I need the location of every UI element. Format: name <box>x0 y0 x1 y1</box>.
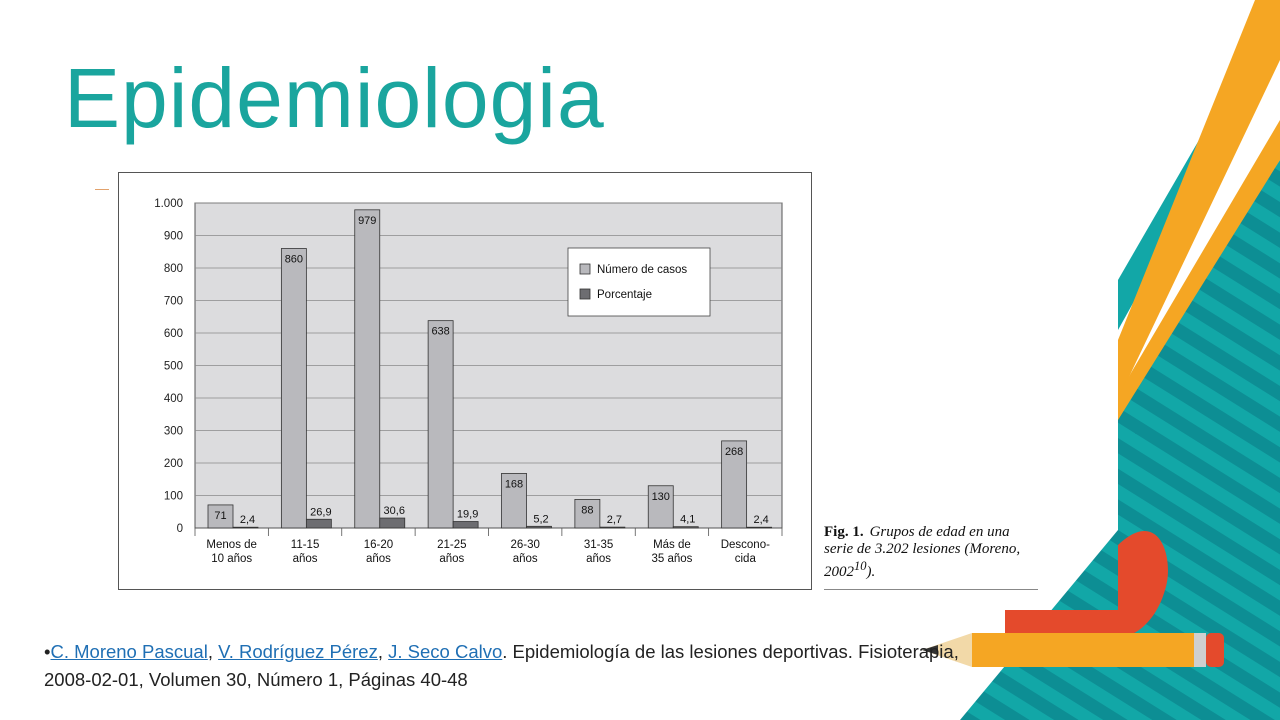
bar-porcentaje <box>599 526 626 529</box>
x-category-label: 16-20 <box>364 539 393 551</box>
data-label-porcentaje: 5,2 <box>533 513 548 525</box>
legend-box <box>567 247 711 317</box>
y-tick-label: 400 <box>164 393 183 405</box>
bar-casos <box>574 498 601 529</box>
bar-porcentaje <box>452 521 479 529</box>
citation: •C. Moreno Pascual, V. Rodríguez Pérez, … <box>44 638 974 694</box>
y-tick-label: 300 <box>164 426 183 438</box>
author-link-moreno[interactable]: C. Moreno Pascual <box>50 641 208 662</box>
bar-porcentaje <box>672 526 699 529</box>
x-category-label: Más de <box>653 539 691 551</box>
bar-casos <box>207 504 234 529</box>
x-category-label: 21-25 <box>437 539 466 551</box>
bar-casos <box>647 485 674 529</box>
x-category-label: años <box>366 553 391 565</box>
data-label-casos: 979 <box>358 215 376 227</box>
caption-fig-label: Fig. 1. <box>824 524 864 540</box>
slide-title: Epidemiologia <box>64 51 605 145</box>
citation-rest: . Epidemiología de las lesiones deportiv… <box>44 641 959 690</box>
x-category-label: cida <box>735 553 757 565</box>
bar-porcentaje <box>232 526 259 529</box>
apple-shape <box>1118 530 1168 636</box>
bar-casos <box>721 440 748 529</box>
data-label-porcentaje: 26,9 <box>310 506 331 518</box>
x-category-label: 26-30 <box>510 539 539 551</box>
x-category-label: 35 años <box>651 553 692 565</box>
caption-rule <box>824 589 1038 590</box>
bar-casos <box>280 248 307 529</box>
y-tick-label: 600 <box>164 328 183 340</box>
x-category-label: Descono- <box>721 539 770 551</box>
data-label-casos: 860 <box>285 254 303 266</box>
y-tick-label: 800 <box>164 263 183 275</box>
y-tick-label: 500 <box>164 361 183 373</box>
caption-text: Grupos de edad en una serie de 3.202 les… <box>824 524 1021 580</box>
x-category-label: años <box>293 553 318 565</box>
citation-sep: , <box>377 641 389 662</box>
data-label-porcentaje: 4,1 <box>680 514 695 526</box>
y-tick-label: 100 <box>164 491 183 503</box>
data-label-porcentaje: 30,6 <box>384 505 405 517</box>
data-label-casos: 71 <box>214 510 226 522</box>
y-tick-label: 0 <box>177 523 183 535</box>
data-label-porcentaje: 2,7 <box>607 514 622 526</box>
x-category-label: años <box>513 553 538 565</box>
bar-casos <box>501 472 527 529</box>
data-label-casos: 130 <box>652 491 670 503</box>
legend-label-porcentaje: Porcentaje <box>597 289 652 301</box>
data-label-porcentaje: 2,4 <box>240 514 255 526</box>
bar-porcentaje <box>526 525 552 529</box>
data-label-porcentaje: 2,4 <box>753 514 768 526</box>
bar-casos <box>354 209 381 529</box>
chart-frame: 0 100 200 300 400 500 600 700 800 900 1.000 71 2,4 Me… <box>118 172 812 590</box>
legend-swatch-porcentaje <box>579 288 591 300</box>
data-label-porcentaje: 19,9 <box>457 509 478 521</box>
author-link-rodriguez[interactable]: V. Rodríguez Pérez <box>218 641 378 662</box>
x-category-label: 10 años <box>211 553 252 565</box>
data-label-casos: 168 <box>505 478 523 490</box>
bar-porcentaje <box>379 517 406 529</box>
legend-label-casos: Número de casos <box>597 264 687 276</box>
bar-porcentaje <box>746 526 773 529</box>
caption-text-end: ). <box>866 564 876 580</box>
x-category-label: Menos de <box>206 539 257 551</box>
figure-caption: Fig. 1. Grupos de edad en una serie de 3.… <box>824 524 1038 581</box>
data-label-casos: 268 <box>725 446 743 458</box>
caption-superscript: 10 <box>854 559 867 573</box>
decorative-dash <box>95 189 109 190</box>
x-category-label: años <box>586 553 611 565</box>
x-category-label: años <box>439 553 464 565</box>
bullet: • <box>44 641 51 662</box>
author-link-seco[interactable]: J. Seco Calvo <box>388 641 503 662</box>
data-label-casos: 88 <box>581 504 593 516</box>
data-label-casos: 638 <box>431 326 449 338</box>
x-category-label: 11-15 <box>291 539 320 551</box>
orange-ribbon <box>1118 0 1280 400</box>
bar-porcentaje <box>305 518 332 529</box>
orange-ribbon-lower <box>1118 120 1280 420</box>
citation-sep: , <box>207 641 219 662</box>
y-tick-label: 200 <box>164 458 183 470</box>
legend-swatch-casos <box>579 263 591 275</box>
bar-chart: 0 100 200 300 400 500 600 700 800 900 1.000 71 2,4 Me… <box>154 198 783 565</box>
x-category-label: 31-35 <box>584 539 613 551</box>
bar-casos <box>427 320 454 529</box>
y-tick-label: 900 <box>164 231 183 243</box>
y-tick-label: 700 <box>164 296 183 308</box>
y-tick-label: 1.000 <box>154 198 183 210</box>
pencil-icon <box>922 633 1224 667</box>
